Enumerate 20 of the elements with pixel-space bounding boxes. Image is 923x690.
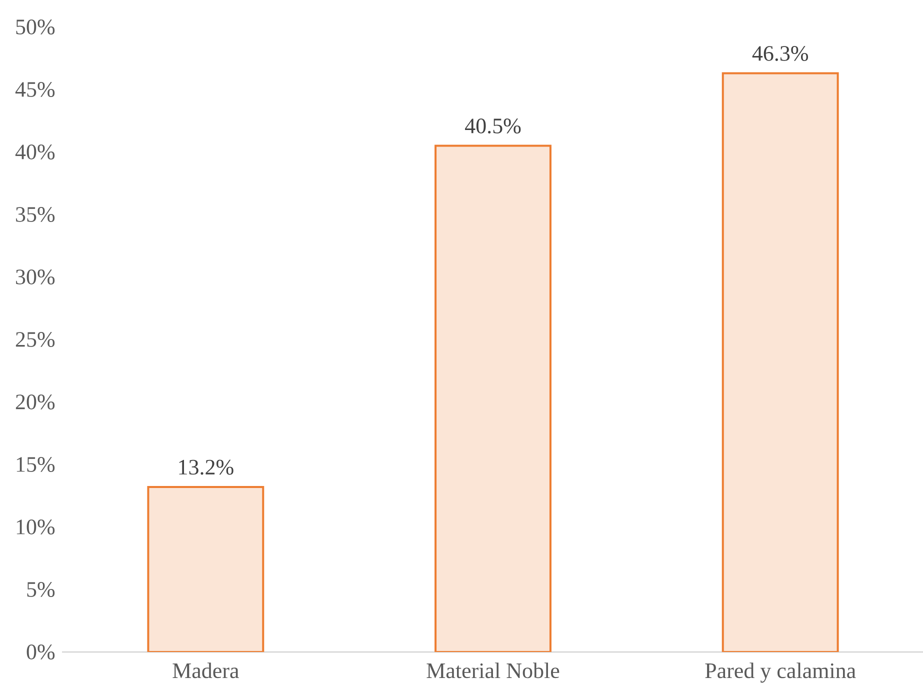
y-tick-label: 20%: [16, 394, 55, 410]
x-tick-label: Madera: [172, 662, 239, 678]
y-tick-label: 15%: [16, 457, 55, 472]
data-label: 40.5%: [465, 118, 521, 134]
data-label: 13.2%: [179, 460, 234, 475]
y-tick-label: 35%: [16, 207, 55, 222]
bar: [722, 72, 839, 652]
y-tick-label: 30%: [16, 270, 55, 284]
bar: [147, 486, 264, 652]
y-tick-label: 50%: [16, 20, 55, 34]
y-tick-label: 5%: [27, 582, 55, 597]
y-tick-label: 45%: [15, 82, 55, 97]
x-tick-label: Pared y calamina: [705, 662, 856, 683]
y-tick-label: 25%: [16, 332, 55, 347]
y-tick-label: 40%: [15, 144, 55, 160]
x-tick-label: Material Noble: [426, 662, 560, 678]
y-tick-label: 0%: [26, 644, 55, 660]
bar: [434, 144, 552, 652]
data-label: 46.3%: [752, 46, 808, 61]
y-tick-label: 10%: [16, 520, 55, 534]
